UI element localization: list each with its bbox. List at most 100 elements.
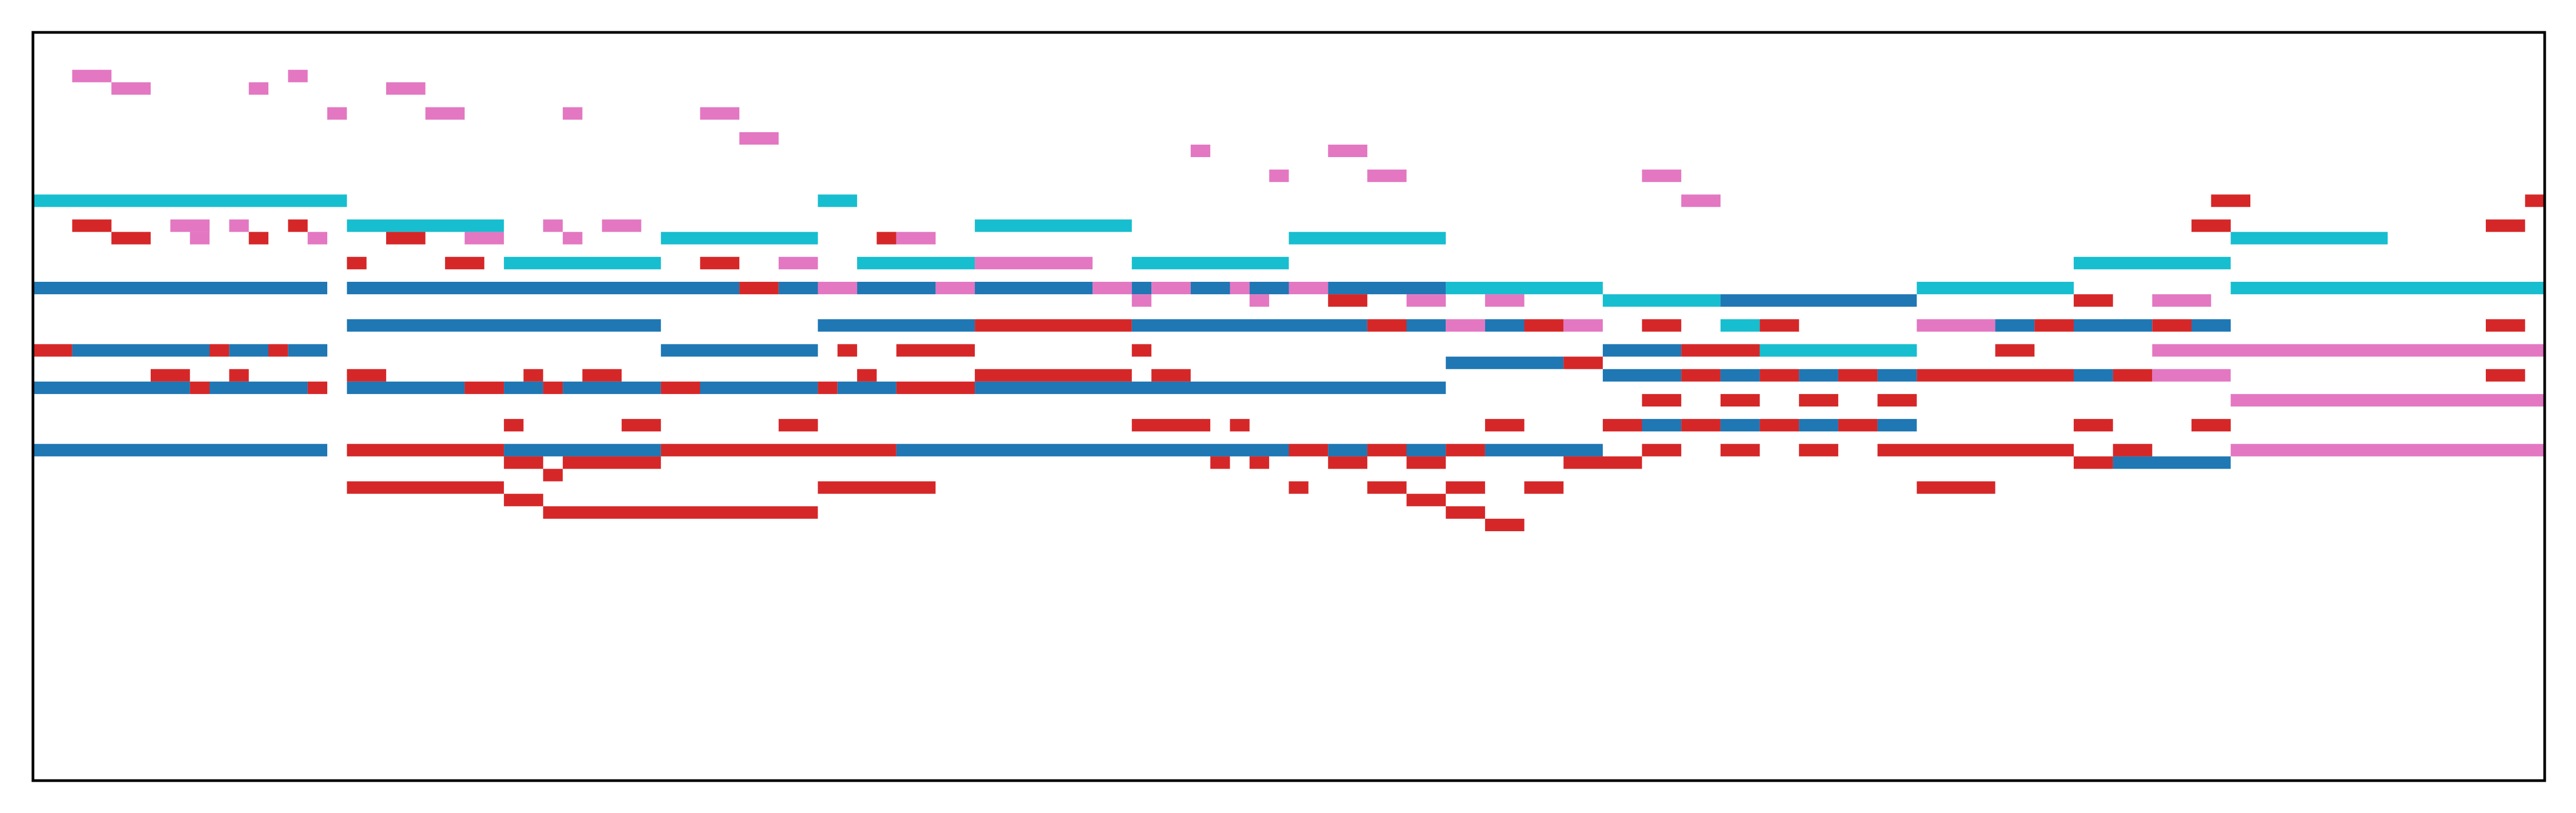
note-bar-pink: [2231, 394, 2545, 406]
note-bar-red: [543, 382, 563, 394]
note-bar-red: [1151, 369, 1191, 382]
note-bar-pink: [1917, 319, 1995, 331]
note-bar-pink: [111, 82, 151, 94]
note-bar-cyan: [504, 257, 661, 269]
note-bar-red: [1721, 444, 1760, 456]
note-bar-red: [249, 232, 268, 245]
note-bar-blue: [818, 319, 975, 331]
note-bar-red: [1485, 519, 1525, 531]
note-bar-red: [1525, 319, 1564, 331]
note-bar-red: [700, 257, 739, 269]
note-bar-red: [1407, 456, 1446, 469]
note-bar-red: [1878, 444, 2074, 456]
note-bar-red: [1367, 319, 1407, 331]
note-bar-red: [1210, 456, 1230, 469]
note-bar-red: [2034, 319, 2074, 331]
note-bar-blue: [661, 344, 818, 357]
note-bar-red: [190, 382, 210, 394]
note-bar-red: [504, 456, 543, 469]
note-bar-pink: [563, 107, 582, 120]
note-bar-blue: [72, 344, 210, 357]
note-bar-red: [1642, 394, 1682, 406]
note-bar-blue: [1878, 419, 1917, 431]
note-bar-red: [2113, 369, 2153, 382]
note-bar-red: [543, 506, 818, 519]
note-bar-pink: [1407, 294, 1446, 307]
note-bar-cyan: [347, 220, 504, 232]
note-bar-red: [1485, 419, 1525, 431]
note-bar-blue: [1485, 444, 1603, 456]
note-bar-pink: [1485, 294, 1525, 307]
note-bar-blue: [1132, 319, 1367, 331]
note-bar-red: [2486, 220, 2525, 232]
note-bar-red: [2486, 319, 2525, 331]
note-bar-red: [896, 382, 975, 394]
note-bar-red: [308, 382, 327, 394]
note-bar-blue: [1721, 294, 1917, 307]
note-bar-red: [2191, 419, 2231, 431]
note-bar-red: [2191, 220, 2231, 232]
note-bar-blue: [857, 282, 935, 294]
note-bar-cyan: [1446, 282, 1603, 294]
note-bar-blue: [229, 344, 268, 357]
note-bar-blue: [347, 382, 464, 394]
note-bar-blue: [33, 282, 327, 294]
note-bar-cyan: [857, 257, 975, 269]
note-bar-red: [975, 319, 1132, 331]
note-bar-blue: [975, 282, 1093, 294]
note-bar-pink: [1642, 170, 1682, 182]
note-bar-red: [1721, 394, 1760, 406]
note-bar-blue: [838, 382, 896, 394]
note-bar-red: [661, 444, 896, 456]
note-bar-red: [1230, 419, 1250, 431]
note-bar-pink: [1328, 145, 1367, 157]
note-bar-pink: [1132, 294, 1151, 307]
note-bar-blue: [779, 282, 818, 294]
note-bar-red: [386, 232, 426, 245]
note-bar-pink: [327, 107, 347, 120]
note-bar-red: [2074, 294, 2113, 307]
note-bar-red: [464, 382, 504, 394]
note-bar-blue: [33, 382, 190, 394]
note-bar-red: [347, 482, 504, 494]
note-bar-blue: [1603, 369, 1681, 382]
note-bar-blue: [288, 344, 327, 357]
note-bar-red: [1760, 369, 1799, 382]
note-bar-red: [1681, 369, 1721, 382]
note-bar-pink: [975, 257, 1093, 269]
note-bar-cyan: [975, 220, 1132, 232]
note-bar-pink: [1563, 319, 1603, 331]
note-bar-pink: [1230, 282, 1250, 294]
note-bar-blue: [2191, 319, 2231, 331]
note-bar-blue: [1721, 369, 1760, 382]
note-bar-red: [2074, 419, 2113, 431]
note-bar-red: [1642, 444, 1682, 456]
note-bar-blue: [504, 382, 543, 394]
note-bar-pink: [1250, 294, 1269, 307]
note-bar-red: [2074, 456, 2113, 469]
note-bar-red: [582, 369, 622, 382]
note-bar-red: [1563, 456, 1642, 469]
note-bar-red: [111, 232, 151, 245]
note-bar-red: [1995, 344, 2035, 357]
note-bar-pink: [1191, 145, 1210, 157]
note-bar-pink: [779, 257, 818, 269]
note-bar-pink: [426, 107, 465, 120]
note-bar-red: [1760, 419, 1799, 431]
note-bar-cyan: [2074, 257, 2231, 269]
note-bar-red: [33, 344, 72, 357]
note-bar-red: [543, 469, 563, 482]
note-bar-pink: [249, 82, 268, 94]
note-bar-blue: [1799, 369, 1838, 382]
note-bar-blue: [210, 382, 308, 394]
note-bar-pink: [2152, 369, 2230, 382]
note-bar-red: [1760, 319, 1799, 331]
note-bar-red: [1289, 444, 1329, 456]
note-bar-blue: [1721, 419, 1760, 431]
note-bar-red: [1603, 419, 1642, 431]
note-bar-red: [1799, 444, 1838, 456]
note-bar-blue: [1407, 444, 1446, 456]
note-bar-pink: [386, 82, 426, 94]
note-bar-pink: [170, 220, 210, 232]
note-bar-pink: [288, 70, 307, 82]
